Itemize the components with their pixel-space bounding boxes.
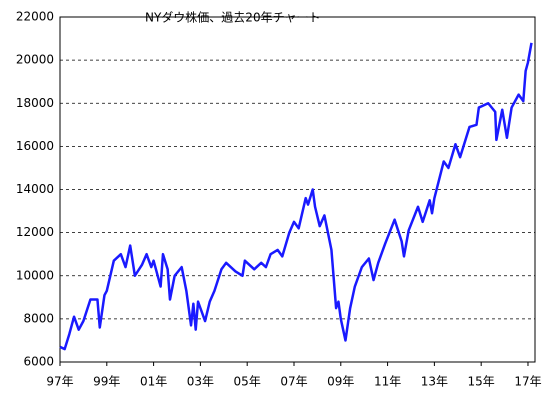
x-tick-label: 01年 [140,375,167,389]
x-tick-label: 03年 [187,375,214,389]
x-tick-label: 07年 [280,375,307,389]
x-tick-label: 15年 [468,375,495,389]
y-tick-label: 12000 [16,225,54,239]
y-tick-label: 20000 [16,53,54,67]
y-tick-label: 14000 [16,182,54,196]
x-tick-label: 09年 [327,375,354,389]
x-tick-label: 11年 [374,375,401,389]
y-tick-label: 10000 [16,268,54,282]
chart-title: NYダウ株価、過去20年チャート [145,10,320,25]
x-tick-label: 17年 [514,375,541,389]
y-tick-label: 22000 [16,10,54,24]
x-tick-label: 13年 [421,375,448,389]
data-line [59,42,533,351]
x-tick-label: 99年 [93,375,120,389]
y-tick-label: 16000 [16,139,54,153]
x-tick-label: 97年 [46,375,73,389]
x-tick-label: 05年 [234,375,261,389]
y-tick-label: 6000 [23,355,54,369]
y-tick-label: 18000 [16,96,54,110]
y-tick-label: 8000 [23,311,54,325]
